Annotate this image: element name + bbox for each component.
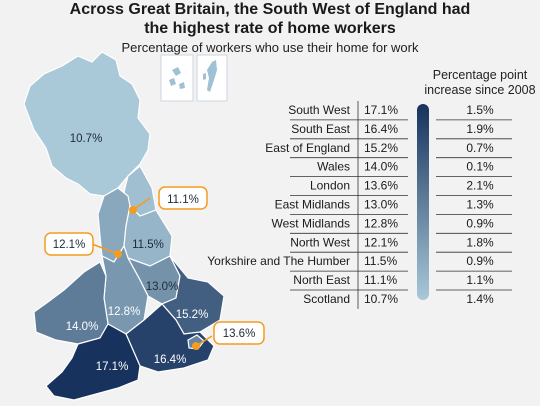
chart-title: Across Great Britain, the South West of … (0, 0, 540, 38)
region-yorkshire (123, 204, 173, 267)
row-increase-scotland: 1.4% (466, 292, 494, 306)
map-label-south-east: 16.4% (154, 354, 187, 366)
callout-dot-north-east (129, 206, 137, 214)
callout-box-london (213, 321, 265, 345)
row-increase-yorkshire-and-the-humber: 0.9% (466, 254, 494, 268)
pp-header-line-1: Percentage point (432, 68, 528, 82)
callout-line-north-west (91, 243, 119, 255)
row-increase-north-west: 1.8% (466, 235, 494, 249)
row-share-east-of-england: 15.2% (364, 141, 398, 155)
row-share-west-midlands: 12.8% (364, 216, 398, 230)
callout-box-north-west (44, 232, 94, 256)
row-increase-wales: 0.1% (466, 160, 494, 174)
callout-label-north-east: 11.1% (167, 194, 199, 206)
data-table: South West 17.1% 1.5% South East 16.4% 1.9% Ea… (207, 101, 512, 309)
gb-map (23, 51, 225, 401)
row-region-west-midlands: West Midlands (272, 216, 350, 230)
title-line-1: Across Great Britain, the South West of … (69, 1, 471, 18)
pp-header: Percentage point increase since 2008 (420, 68, 540, 98)
row-share-london: 13.6% (364, 179, 398, 193)
row-region-london: London (310, 179, 350, 193)
row-region-north-west: North West (290, 235, 350, 249)
row-region-east-midlands: East Midlands (275, 198, 350, 212)
chart-subtitle: Percentage of workers who use their home… (121, 40, 419, 55)
map-label-scotland: 10.7% (70, 133, 103, 145)
callout-box-north-east (158, 186, 208, 210)
row-increase-south-east: 1.9% (466, 122, 494, 136)
map-label-wales: 14.0% (66, 321, 99, 333)
row-increase-east-midlands: 1.3% (466, 198, 494, 212)
orkney-islands-shape (169, 67, 185, 89)
row-increase-east-of-england: 0.7% (466, 141, 494, 155)
row-region-east-of-england: East of England (265, 141, 350, 155)
row-share-wales: 14.0% (364, 160, 398, 174)
map-label-east-of-england: 15.2% (176, 309, 209, 321)
inset-islands (160, 54, 228, 102)
map-label-yorkshire: 11.5% (132, 239, 164, 251)
row-share-east-midlands: 13.0% (364, 198, 398, 212)
row-share-south-east: 16.4% (364, 122, 398, 136)
row-increase-south-west: 1.5% (466, 103, 494, 117)
region-south-west (45, 323, 141, 401)
pp-header-line-2: increase since 2008 (424, 83, 536, 97)
inset-box-orkney (160, 54, 194, 102)
row-region-yorkshire-and-the-humber: Yorkshire and The Humber (207, 254, 350, 268)
row-region-south-east: South East (291, 122, 350, 136)
row-increase-north-east: 1.1% (466, 273, 494, 287)
row-share-yorkshire-and-the-humber: 11.5% (364, 254, 397, 268)
title-line-2: the highest rate of home workers (144, 20, 396, 37)
row-region-south-west: South West (288, 103, 350, 117)
callout-label-north-west: 12.1% (53, 239, 86, 251)
callout-label-london: 13.6% (223, 328, 256, 340)
row-share-south-west: 17.1% (364, 103, 398, 117)
row-share-scotland: 10.7% (364, 292, 398, 306)
row-share-north-east: 11.1% (364, 273, 397, 287)
callout-dot-london (192, 342, 200, 350)
row-increase-west-midlands: 0.9% (466, 216, 494, 230)
color-scale-bar (417, 104, 429, 300)
row-region-north-east: North East (293, 273, 350, 287)
row-increase-london: 2.1% (466, 179, 494, 193)
row-share-north-west: 12.1% (364, 235, 398, 249)
row-region-scotland: Scotland (303, 292, 350, 306)
callouts: 11.1% 12.1% 13.6% (44, 186, 265, 350)
map-labels: 10.7% 11.5% 13.0% 12.8% 14.0% 15.2% 16.4… (66, 133, 209, 373)
shetland-islands-shape (203, 60, 217, 92)
map-label-west-midlands: 12.8% (108, 306, 141, 318)
map-label-east-midlands: 13.0% (146, 281, 179, 293)
map-label-south-west: 17.1% (96, 361, 129, 373)
row-region-wales: Wales (317, 160, 350, 174)
callout-dot-north-west (114, 250, 122, 258)
